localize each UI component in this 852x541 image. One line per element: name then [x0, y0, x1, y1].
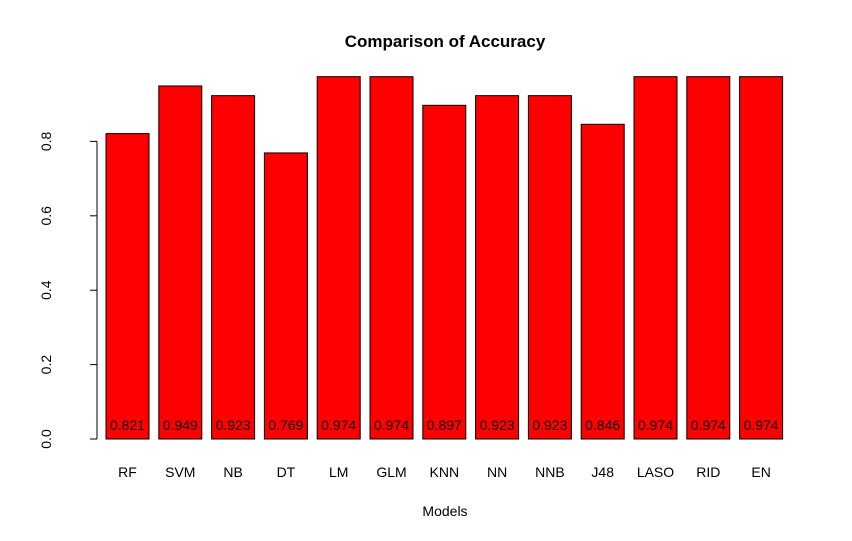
data-label-svm: 0.949 [163, 417, 198, 433]
data-label-rf: 0.821 [110, 417, 145, 433]
x-tick-label-dt: DT [277, 464, 296, 480]
bars [105, 76, 784, 440]
bar-nnb [527, 95, 572, 440]
y-tick-label: 0.8 [38, 131, 54, 151]
data-label-rid: 0.974 [691, 417, 726, 433]
data-label-glm: 0.974 [374, 417, 409, 433]
bar-glm [369, 76, 414, 440]
chart-title: Comparison of Accuracy [345, 32, 546, 51]
bar-rid [686, 76, 731, 440]
bar-j48 [580, 123, 625, 440]
bar-en [739, 76, 784, 440]
data-label-en: 0.974 [744, 417, 779, 433]
bar-laso [633, 76, 678, 440]
data-label-lm: 0.974 [321, 417, 356, 433]
x-tick-label-nnb: NNB [535, 464, 565, 480]
data-label-dt: 0.769 [268, 417, 303, 433]
data-label-laso: 0.974 [638, 417, 673, 433]
x-tick-labels: RF SVM NB DT LM GLM KNN NN NNB J48 LASO RID EN [118, 464, 771, 480]
bar-nb [211, 95, 256, 440]
x-tick-label-knn: KNN [430, 464, 460, 480]
x-tick-label-j48: J48 [591, 464, 614, 480]
x-tick-label-nn: NN [487, 464, 507, 480]
bar-dt [263, 152, 308, 440]
y-tick-label: 0.0 [38, 429, 54, 449]
data-label-nnb: 0.923 [532, 417, 567, 433]
y-tick-label: 0.2 [38, 355, 54, 375]
x-tick-label-lm: LM [329, 464, 348, 480]
y-axis: 0.0 0.2 0.4 0.6 0.8 [38, 131, 98, 449]
x-tick-label-rf: RF [118, 464, 137, 480]
bar-nn [475, 95, 520, 440]
x-tick-label-rid: RID [696, 464, 720, 480]
data-label-nn: 0.923 [480, 417, 515, 433]
y-tick-label: 0.6 [38, 206, 54, 226]
x-tick-label-nb: NB [223, 464, 242, 480]
bar-knn [422, 104, 467, 440]
data-label-j48: 0.846 [585, 417, 620, 433]
data-labels: 0.821 0.949 0.923 0.769 0.974 0.974 0.897 0.923… [110, 417, 779, 433]
x-tick-label-en: EN [751, 464, 770, 480]
x-tick-label-svm: SVM [165, 464, 195, 480]
x-tick-label-glm: GLM [376, 464, 406, 480]
y-tick-label: 0.4 [38, 280, 54, 300]
bar-rf [105, 133, 150, 440]
bar-lm [316, 76, 361, 440]
x-axis-label: Models [422, 503, 467, 519]
data-label-nb: 0.923 [216, 417, 251, 433]
x-tick-label-laso: LASO [637, 464, 674, 480]
bar-svm [158, 85, 203, 440]
data-label-knn: 0.897 [427, 417, 462, 433]
